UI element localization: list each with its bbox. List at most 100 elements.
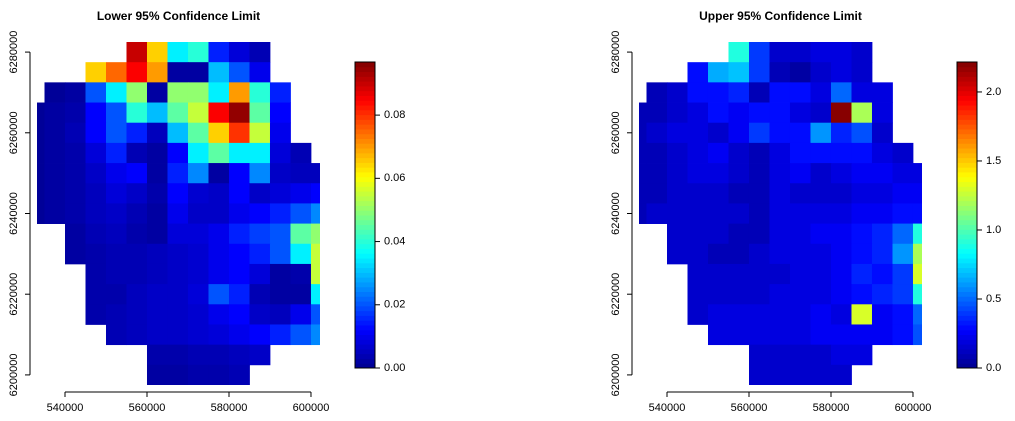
colorbar-swatch: [957, 219, 977, 226]
heat-cell: [44, 183, 66, 204]
heat-cell: [187, 102, 209, 124]
heat-cell: [748, 243, 770, 265]
heat-cell: [167, 122, 189, 144]
heat-cell: [728, 62, 750, 83]
colorbar-swatch: [355, 348, 375, 355]
heat-cell: [667, 223, 688, 245]
heat-cell: [851, 142, 873, 164]
colorbar-frame: [354, 61, 376, 369]
colorbar-swatch: [957, 143, 977, 149]
chart-title: Lower 95% Confidence Limit: [97, 9, 260, 23]
heat-cell: [228, 263, 250, 285]
heat-cell: [728, 284, 750, 305]
colorbar-swatch: [355, 186, 375, 192]
heat-cell: [912, 284, 922, 305]
heat-cell: [707, 183, 729, 204]
heat-cell: [269, 304, 291, 325]
heat-cell: [228, 82, 250, 103]
heat-cell: [830, 203, 852, 224]
heat-cell: [208, 263, 230, 285]
heat-cell: [769, 304, 791, 325]
heat-cell: [871, 122, 893, 144]
colorbar-swatch: [355, 210, 375, 216]
heat-cell: [892, 324, 914, 346]
heat-cell: [810, 102, 832, 124]
heat-cell: [167, 344, 189, 366]
heat-cell: [810, 122, 832, 144]
heat-cell: [871, 203, 893, 224]
heat-cell: [269, 183, 291, 204]
heat-cell: [85, 142, 107, 164]
y-tick-label: 6200000: [8, 353, 20, 396]
heat-cell: [639, 142, 647, 164]
colorbar-swatch: [355, 281, 375, 288]
heat-cell: [290, 183, 312, 204]
heat-cell: [707, 82, 729, 103]
heat-cell: [228, 122, 250, 144]
heat-cell: [249, 122, 271, 144]
y-tick-label: 6260000: [610, 111, 622, 154]
heat-cell: [167, 304, 189, 325]
heat-cell: [167, 163, 189, 184]
heat-cell: [851, 344, 873, 366]
colorbar-swatch: [355, 224, 375, 230]
y-tick-label: 6280000: [8, 31, 20, 74]
heat-cell: [228, 42, 250, 63]
heat-cell: [146, 102, 168, 124]
heat-cell: [707, 263, 729, 285]
colorbar-tick-label: 0.06: [384, 172, 405, 184]
heat-cell: [126, 324, 148, 346]
heat-cell: [687, 163, 709, 184]
heat-cell: [830, 183, 852, 204]
colorbar-swatch: [355, 363, 375, 369]
heat-cell: [85, 102, 107, 124]
heat-cell: [707, 102, 729, 124]
colorbar-swatch: [957, 310, 977, 316]
colorbar-tick-label: 0.5: [986, 293, 1001, 305]
heat-cell: [208, 243, 230, 265]
heat-cell: [707, 142, 729, 164]
heat-cell: [851, 183, 873, 204]
heat-cell: [208, 304, 230, 325]
heat-cell: [37, 122, 45, 144]
heat-cell: [769, 263, 791, 285]
heat-cell: [810, 243, 832, 265]
heat-cell: [208, 223, 230, 245]
heat-cell: [728, 163, 750, 184]
heat-cell: [167, 62, 189, 83]
colorbar-swatch: [957, 344, 977, 350]
colorbar-swatch: [355, 181, 375, 187]
heat-cell: [105, 223, 127, 245]
heat-cell: [126, 102, 148, 124]
heat-cell: [85, 203, 107, 224]
heat-cell: [748, 183, 770, 204]
heat-cell: [167, 142, 189, 164]
heat-cell: [912, 203, 922, 224]
heat-cell: [310, 223, 320, 245]
heat-cell: [44, 122, 66, 144]
colorbar-swatch: [957, 109, 977, 116]
heat-cell: [228, 304, 250, 325]
heat-cell: [687, 183, 709, 204]
heat-cell: [851, 203, 873, 224]
heat-cell: [707, 324, 729, 346]
heat-cell: [769, 284, 791, 305]
heat-cell: [105, 263, 127, 285]
heat-cell: [167, 263, 189, 285]
heat-cell: [126, 42, 148, 63]
heat-cell: [810, 142, 832, 164]
colorbar-swatch: [957, 186, 977, 192]
heat-cell: [249, 324, 271, 346]
heat-cell: [85, 243, 107, 265]
heat-cell: [810, 82, 832, 103]
heat-cell: [228, 364, 250, 385]
colorbar-swatch: [355, 305, 375, 312]
x-tick-label: 560000: [731, 402, 768, 414]
heat-cell: [105, 102, 127, 124]
colorbar-swatch: [957, 171, 977, 178]
heat-cell: [748, 102, 770, 124]
heat-cell: [208, 364, 230, 385]
colorbar-swatch: [957, 95, 977, 101]
colorbar-swatch: [355, 138, 375, 144]
